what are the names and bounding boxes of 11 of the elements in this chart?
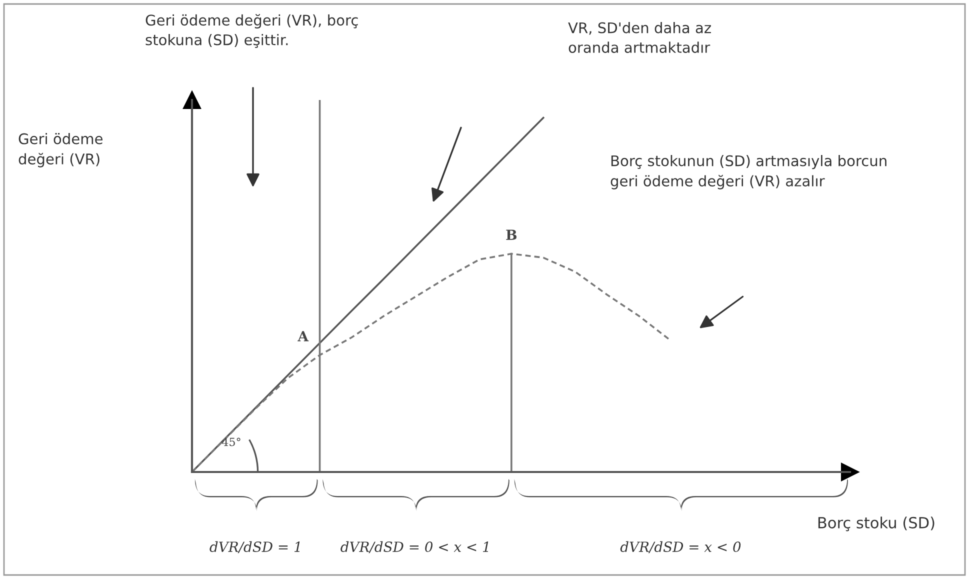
text: Geri ödeme değeri (VR) [18,133,103,168]
text: dVR/dSD = 0 < x < 1 [340,541,488,554]
text: VR, SD'den daha az oranda artmaktadır [568,22,711,53]
annotation: B [506,230,517,240]
text: Geri ödeme değeri (VR), borç stokuna (SD) eşittir. [146,14,358,48]
annotation: 45° [222,438,240,446]
annotation: A [298,331,309,342]
annotation: Borç stokunun (SD) artmasıyla borcun geri ödeme değeri (VR) azalır [610,155,886,190]
text: dVR/dSD = 1 [210,541,300,554]
x-axis-title: Borç stoku (SD) [818,516,934,532]
text: dVR/dSD = x < 0 [620,541,741,554]
